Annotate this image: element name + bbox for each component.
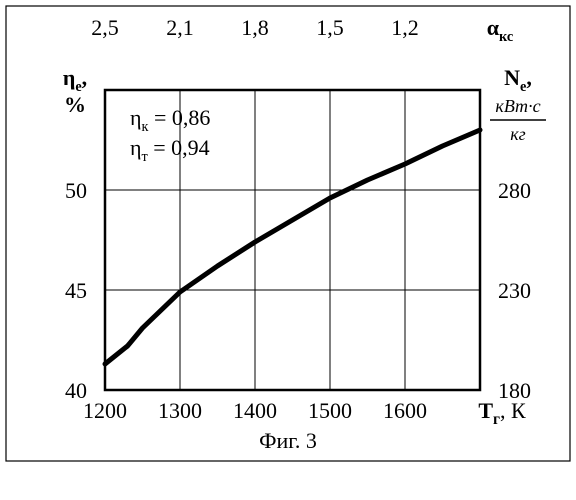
x-tick-label: 1500 xyxy=(308,398,352,423)
x-tick-label: 1300 xyxy=(158,398,202,423)
top-tick-label: 2,1 xyxy=(166,15,194,40)
y-left-tick-label: 40 xyxy=(65,378,87,403)
annotation-eta-t: ηт = 0,94 xyxy=(130,135,210,165)
top-tick-label: 1,8 xyxy=(241,15,269,40)
top-tick-label: 1,2 xyxy=(391,15,419,40)
y-right-axis-label: Ne, xyxy=(504,65,532,95)
efficiency-curve xyxy=(105,130,480,364)
y-left-axis-label: ηe, xyxy=(63,65,87,95)
y-left-axis-unit: % xyxy=(64,92,86,117)
annotation-eta-k: ηк = 0,86 xyxy=(130,105,210,135)
chart-svg: 12001300140015001600Тг, К2,52,11,81,51,2… xyxy=(0,0,576,500)
top-tick-label: 1,5 xyxy=(316,15,344,40)
y-right-tick-label: 230 xyxy=(498,278,531,303)
figure-caption: Фиг. 3 xyxy=(259,428,317,453)
y-right-tick-label: 180 xyxy=(498,378,531,403)
y-right-axis-unit-bottom: кг xyxy=(510,124,525,144)
top-tick-label: 2,5 xyxy=(91,15,119,40)
x-tick-label: 1200 xyxy=(83,398,127,423)
y-right-tick-label: 280 xyxy=(498,178,531,203)
y-left-tick-label: 45 xyxy=(65,278,87,303)
x-tick-label: 1600 xyxy=(383,398,427,423)
y-left-tick-label: 50 xyxy=(65,178,87,203)
y-right-axis-unit-top: кВт·с xyxy=(495,96,540,116)
chart-container: 12001300140015001600Тг, К2,52,11,81,51,2… xyxy=(0,0,576,500)
x-tick-label: 1400 xyxy=(233,398,277,423)
top-axis-label: αкс xyxy=(487,15,514,45)
